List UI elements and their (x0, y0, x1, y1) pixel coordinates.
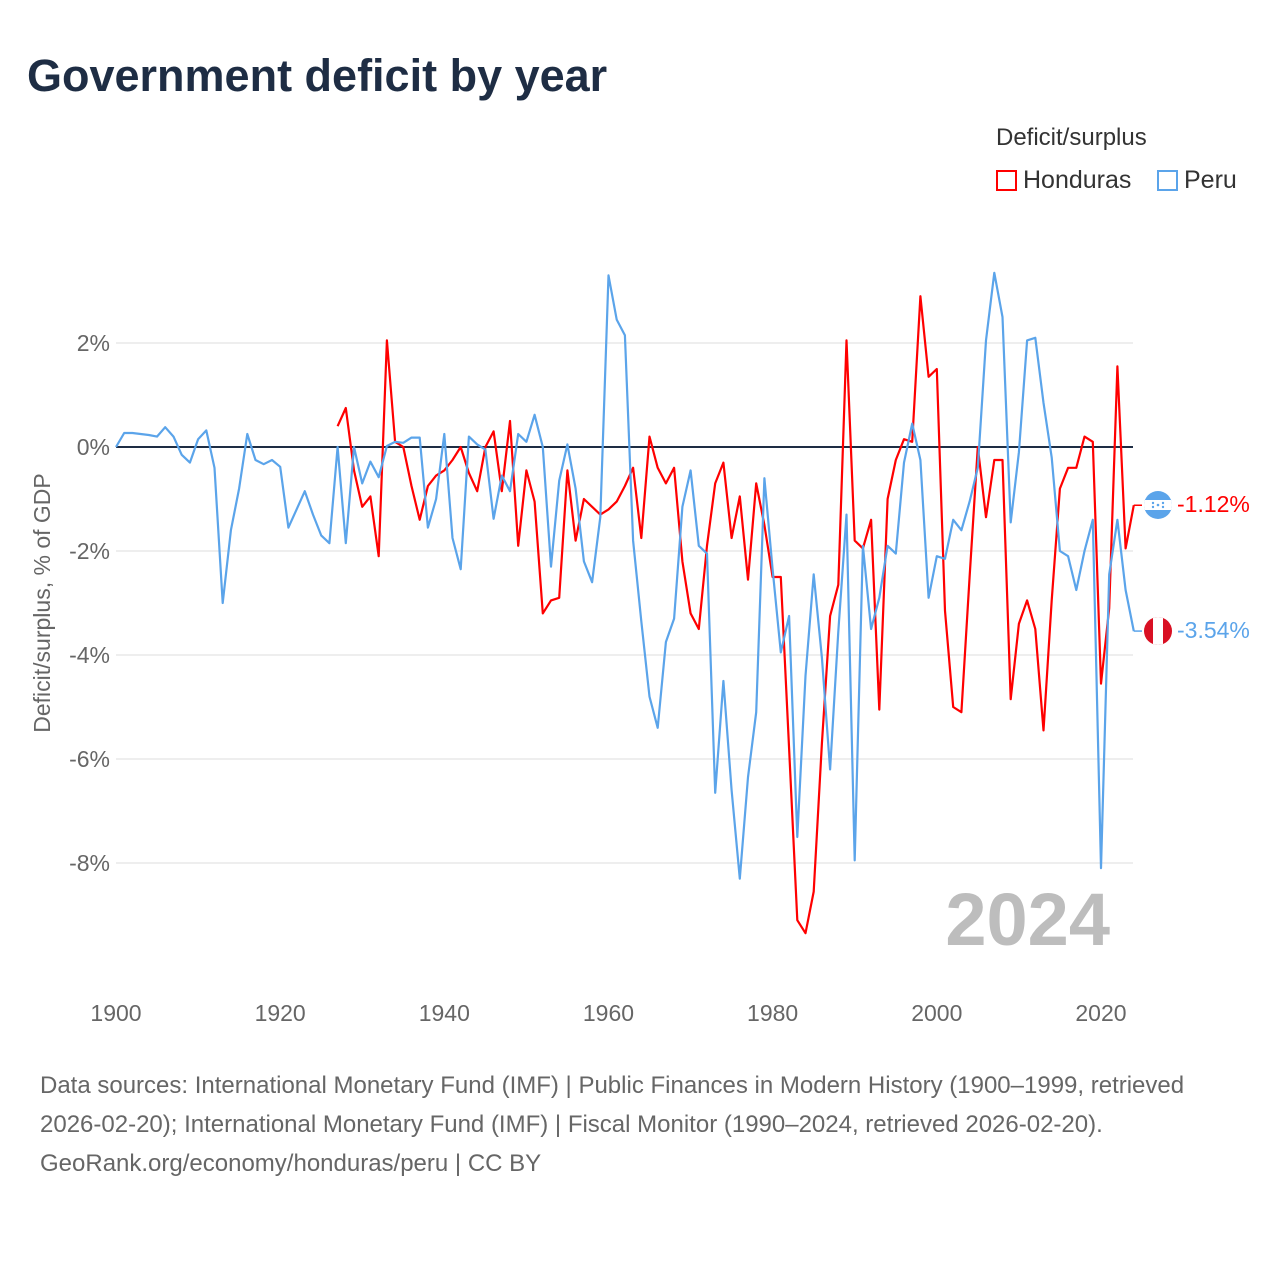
peru-end-label: -3.54% (1177, 617, 1250, 643)
x-tick-label: 1960 (583, 1000, 634, 1026)
legend-swatch-peru (1157, 170, 1178, 191)
series-line-peru[interactable] (115, 271, 1135, 880)
x-tick-label: 1920 (255, 1000, 306, 1026)
x-tick-label: 1900 (90, 1000, 141, 1026)
peru-flag-icon (1144, 617, 1172, 645)
x-tick-label: 1980 (747, 1000, 798, 1026)
legend-swatch-honduras (996, 170, 1017, 191)
x-tick-label: 2020 (1075, 1000, 1126, 1026)
footer: Data sources: International Monetary Fun… (40, 1066, 1240, 1183)
legend-title: Deficit/surplus (996, 124, 1147, 151)
y-axis-label: Deficit/surplus, % of GDP (29, 473, 55, 732)
legend-label: Honduras (1023, 166, 1132, 194)
legend-item-honduras[interactable]: Honduras (996, 166, 1131, 195)
honduras-end-label: -1.12% (1177, 491, 1250, 517)
chart-title: Government deficit by year (27, 50, 608, 101)
y-tick-label: 0% (77, 434, 110, 460)
y-tick-label: -2% (69, 538, 110, 564)
data-sources: Data sources: International Monetary Fun… (40, 1072, 1185, 1138)
y-tick-label: -8% (69, 850, 110, 876)
y-tick-label: -4% (69, 642, 110, 668)
y-tick-label: 2% (77, 330, 110, 356)
y-tick-label: -6% (69, 746, 110, 772)
year-watermark: 2024 (945, 878, 1110, 961)
series-line-honduras[interactable] (336, 295, 1135, 935)
honduras-flag-icon (1144, 491, 1172, 519)
credit-link[interactable]: GeoRank.org/economy/honduras/peru | CC B… (40, 1150, 542, 1177)
legend-item-peru[interactable]: Peru (1157, 166, 1237, 195)
x-tick-label: 2000 (911, 1000, 962, 1026)
legend-label: Peru (1184, 166, 1237, 194)
x-tick-label: 1940 (419, 1000, 470, 1026)
